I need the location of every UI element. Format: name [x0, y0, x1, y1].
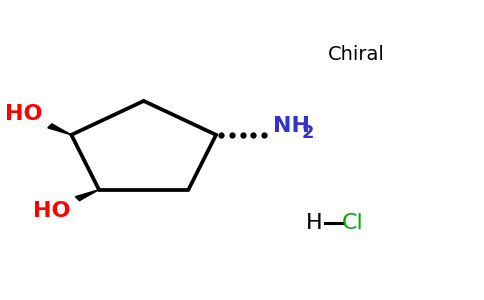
Text: H: H: [306, 213, 323, 233]
Text: 2: 2: [302, 124, 314, 142]
Text: NH: NH: [273, 116, 310, 136]
Text: Cl: Cl: [342, 213, 363, 233]
Text: Chiral: Chiral: [328, 45, 385, 64]
Polygon shape: [48, 124, 71, 135]
Text: HO: HO: [5, 104, 43, 124]
Text: HO: HO: [33, 201, 71, 220]
Polygon shape: [76, 190, 99, 201]
